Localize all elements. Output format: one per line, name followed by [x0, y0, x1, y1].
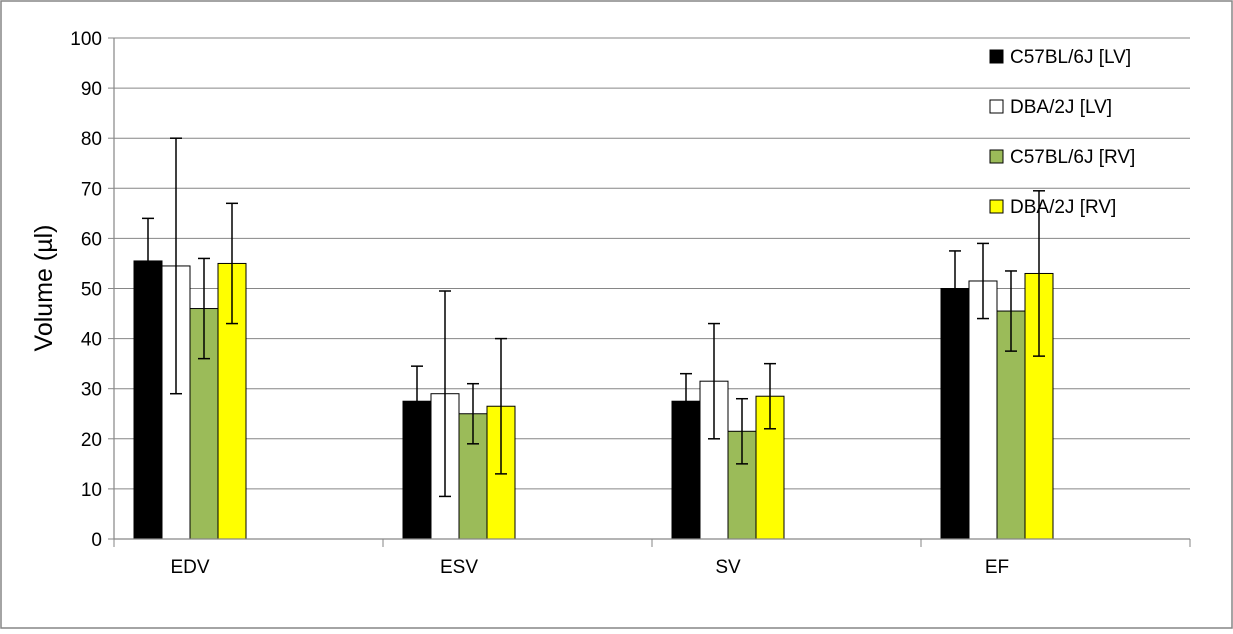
legend-label-0: C57BL/6J [LV] [1010, 47, 1131, 68]
error-bar-sv-series-2 [736, 397, 748, 465]
y-tick-label-3: 30 [81, 380, 102, 401]
y-tick-label-7: 70 [81, 179, 102, 200]
legend-swatch-3 [989, 199, 1004, 214]
error-bar-sv-series-0 [680, 372, 692, 430]
bar-edv-series-0 [133, 260, 163, 540]
legend-label-3: DBA/2J [RV] [1010, 197, 1116, 218]
bar-ef-series-1 [968, 280, 998, 540]
legend-label-1: DBA/2J [LV] [1010, 97, 1112, 118]
y-tick-label-2: 20 [81, 430, 102, 451]
error-bar-esv-series-0 [411, 365, 423, 438]
x-tick-label-edv: EDV [170, 557, 209, 578]
y-tick-label-0: 0 [91, 530, 102, 551]
x-tick-label-ef: EF [985, 557, 1009, 578]
bar-sv-series-0 [671, 400, 701, 540]
error-bar-esv-series-3 [495, 337, 507, 475]
y-tick-label-1: 10 [81, 480, 102, 501]
error-bar-edv-series-0 [142, 217, 154, 305]
error-bar-edv-series-3 [226, 202, 238, 325]
error-bar-ef-series-1 [977, 242, 989, 320]
error-bar-sv-series-3 [764, 362, 776, 430]
y-axis-label: Volume (µl) [30, 225, 58, 352]
error-bar-edv-series-2 [198, 257, 210, 360]
legend-swatch-0 [989, 49, 1004, 64]
x-tick-label-esv: ESV [440, 557, 478, 578]
legend-swatch-1 [989, 99, 1004, 114]
error-bar-ef-series-2 [1005, 270, 1017, 352]
y-tick-label-6: 60 [81, 229, 102, 250]
y-tick-label-8: 80 [81, 129, 102, 150]
y-tick-label-4: 40 [81, 330, 102, 351]
y-tick-label-5: 50 [81, 280, 102, 301]
y-tick-label-9: 90 [81, 79, 102, 100]
error-bar-sv-series-1 [708, 322, 720, 440]
error-bar-ef-series-0 [949, 250, 961, 327]
axes: 0 10 20 30 40 50 60 70 80 90 100 EDV ESV SV EF [70, 29, 1191, 578]
error-bars [142, 137, 1045, 498]
legend-swatch-2 [989, 149, 1004, 164]
legend-label-2: C57BL/6J [RV] [1010, 147, 1135, 168]
error-bar-edv-series-1 [170, 137, 182, 395]
error-bar-esv-series-1 [439, 290, 451, 498]
error-bar-esv-series-2 [467, 382, 479, 445]
y-tick-label-10: 100 [70, 29, 102, 50]
x-tick-label-sv: SV [715, 557, 741, 578]
error-bar-ef-series-3 [1033, 190, 1045, 357]
legend: C57BL/6J [LV] DBA/2J [LV] C57BL/6J [RV] DBA… [989, 47, 1135, 218]
